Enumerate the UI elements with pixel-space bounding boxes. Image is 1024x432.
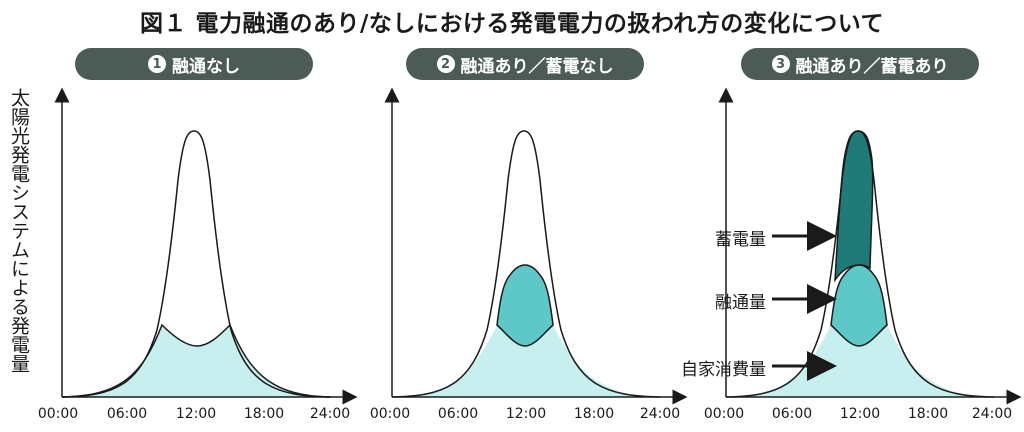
panel-1-tick-0000: 00:00 — [37, 406, 79, 422]
panel-2-plot — [384, 87, 688, 405]
panel-1-tick-0600: 06:00 — [106, 406, 148, 422]
panel-3-tick-1800: 18:00 — [907, 406, 949, 422]
panel-2-tick-1200: 12:00 — [505, 406, 547, 422]
panel-3-tick-1200: 12:00 — [839, 406, 881, 422]
y-axis-label: 太陽光発電システムによる発電量 — [8, 88, 30, 373]
panel-1-number: 1 — [148, 55, 166, 73]
panel-1-plot — [54, 87, 358, 405]
panel-3-header: 3 融通あり／蓄電あり — [741, 48, 979, 80]
panel-3-tick-0600: 06:00 — [771, 406, 813, 422]
panel-2-header: 2 融通あり／蓄電なし — [406, 48, 644, 80]
panel-1-header: 1 融通なし — [75, 48, 313, 80]
panel-1-tick-2400: 24:00 — [309, 406, 351, 422]
panel-1-generation-curve — [61, 130, 331, 398]
panel-2-number: 2 — [436, 55, 455, 73]
panel-2-tick-1800: 18:00 — [573, 406, 615, 422]
panel-2-tick-0000: 00:00 — [369, 406, 411, 422]
panel-3-label: 融通あり／蓄電あり — [795, 56, 949, 77]
panel-3-tick-0000: 00:00 — [703, 406, 745, 422]
self-consumption-label: 自家消費量 — [681, 360, 766, 380]
panel-3-interchange-area — [830, 264, 888, 347]
panel-3-storage-area — [834, 130, 874, 283]
panel-1-tick-1200: 12:00 — [175, 406, 217, 422]
panel-1-self-consumption-area — [62, 325, 330, 397]
panel-2-tick-0600: 06:00 — [437, 406, 479, 422]
panel-1-self-consumption-curve — [61, 323, 331, 398]
panel-3-tick-2400: 24:00 — [971, 406, 1013, 422]
storage-label: 蓄電量 — [715, 230, 766, 250]
panel-3-generation-curve — [725, 130, 995, 398]
interchange-label: 融通量 — [715, 293, 766, 313]
panel-1-label: 融通なし — [172, 56, 240, 77]
panel-3-number: 3 — [771, 55, 790, 73]
panel-3-plot — [718, 87, 1022, 405]
panel-2-interchange-area — [496, 264, 554, 347]
figure-title: 図１ 電力融通のあり/なしにおける発電電力の扱われ方の変化について — [139, 11, 885, 37]
panel-2-generation-curve — [391, 130, 661, 398]
panel-1-tick-1800: 18:00 — [243, 406, 285, 422]
panel-2-tick-2400: 24:00 — [639, 406, 681, 422]
panel-2-label: 融通あり／蓄電なし — [460, 56, 614, 77]
